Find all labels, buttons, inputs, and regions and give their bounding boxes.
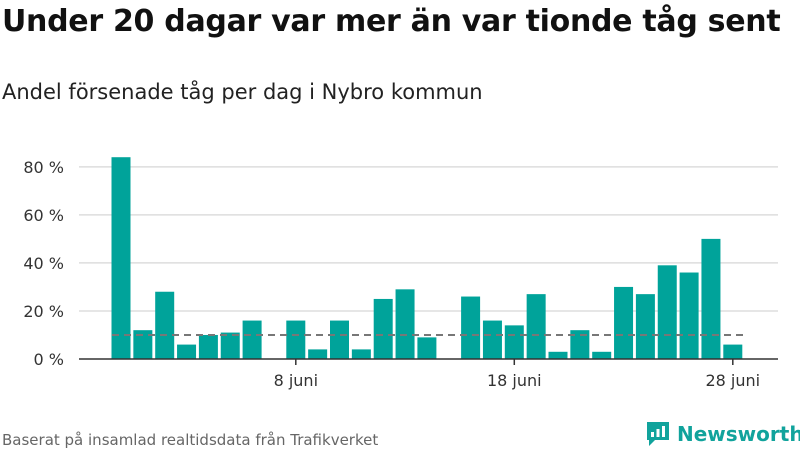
bar [679, 272, 699, 359]
bar [614, 286, 634, 359]
y-tick-label: 0 % [34, 350, 64, 369]
y-tick-label: 60 % [23, 206, 64, 225]
bar [504, 325, 524, 359]
bar [635, 294, 655, 359]
axes: 0 % 20 % 40 % 60 % 80 % 8 juni 18 juni 28 juni [23, 158, 778, 390]
bars [111, 157, 743, 359]
brand-logo[interactable]: Newsworthy [645, 420, 800, 448]
bar [395, 289, 415, 359]
bar [351, 349, 371, 359]
bar [570, 330, 590, 359]
bar [592, 351, 612, 359]
bar [526, 294, 546, 359]
newsworthy-logo-icon [647, 422, 669, 446]
bar [723, 344, 743, 359]
chart-title: Under 20 dagar var mer än var tionde tåg… [2, 4, 781, 39]
bar [133, 330, 153, 359]
bar [242, 320, 262, 359]
bar [373, 298, 393, 359]
bar [657, 265, 677, 359]
bar [177, 344, 197, 359]
x-tick-label: 8 juni [274, 371, 318, 390]
bar [330, 320, 349, 359]
bar [701, 238, 721, 359]
bar [482, 320, 502, 359]
y-tick-label: 40 % [23, 254, 64, 273]
y-tick-label: 20 % [23, 302, 64, 321]
brand-name: Newsworthy [677, 422, 800, 446]
bar [155, 291, 175, 359]
chart-subtitle: Andel försenade tåg per dag i Nybro komm… [2, 80, 483, 104]
x-tick-label: 18 juni [487, 371, 542, 390]
bar [417, 337, 437, 359]
y-tick-label: 80 % [23, 158, 64, 177]
bar [111, 157, 131, 359]
source-note: Baserat på insamlad realtidsdata från Tr… [2, 431, 379, 449]
bar [548, 351, 568, 359]
bar-chart: 0 % 20 % 40 % 60 % 80 % 8 juni 18 juni 28 juni [23, 157, 778, 390]
x-tick-label: 28 juni [705, 371, 760, 390]
bar [461, 296, 481, 359]
bar [308, 349, 328, 359]
bar [220, 332, 240, 359]
bar [286, 320, 306, 359]
bar [198, 334, 218, 359]
